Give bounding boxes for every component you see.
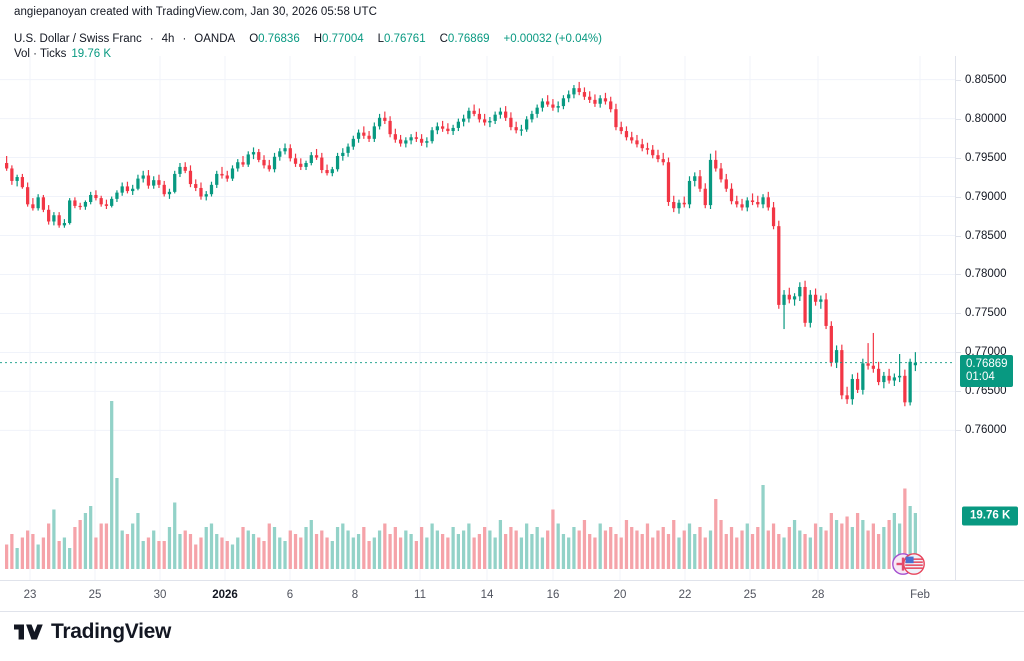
price-axis-tick-mark bbox=[956, 274, 961, 276]
time-axis-tick: 6 bbox=[286, 589, 294, 601]
legend-sep-1: · bbox=[149, 33, 154, 45]
legend-low-value: 0.76761 bbox=[384, 33, 426, 45]
price-axis-tick: 0.79500 bbox=[965, 151, 1007, 164]
time-axis-tick: 25 bbox=[88, 589, 102, 601]
time-axis-tick: 11 bbox=[414, 589, 426, 601]
legend-exchange: OANDA bbox=[194, 33, 236, 45]
legend-low-label: L bbox=[377, 33, 385, 45]
grid-lines bbox=[0, 56, 955, 580]
legend-open-label: O bbox=[249, 33, 259, 45]
legend-open-value: 0.76836 bbox=[258, 33, 300, 45]
price-axis-tick-mark bbox=[956, 118, 961, 120]
price-axis-tick: 0.77500 bbox=[965, 307, 1007, 320]
volume-value-badge[interactable]: 19.76 K bbox=[962, 506, 1019, 526]
currency-flags-badge bbox=[889, 552, 929, 576]
time-axis-tick: 20 bbox=[613, 589, 627, 601]
time-axis-tick: 14 bbox=[480, 589, 494, 601]
current-price-value: 0.76869 bbox=[966, 357, 1008, 370]
tradingview-logo-icon bbox=[14, 624, 43, 640]
chart-legend: U.S. Dollar / Swiss Franc · 4h · OANDA O0.768… bbox=[14, 32, 602, 62]
legend-sep-2: · bbox=[182, 33, 187, 45]
price-axis-tick-mark bbox=[956, 430, 961, 432]
time-axis-tick: 2026 bbox=[212, 589, 238, 601]
price-axis-tick-mark bbox=[956, 313, 961, 315]
legend-volume-row: Vol · Ticks 19.76 K bbox=[14, 47, 602, 62]
legend-high-value: 0.77004 bbox=[322, 33, 364, 45]
time-axis[interactable]: 23 25 30 2026 6 8 11 14 16 20 22 25 28 Feb bbox=[0, 580, 1024, 612]
price-axis-tick-mark bbox=[956, 196, 961, 198]
price-axis-tick: 0.78000 bbox=[965, 268, 1007, 281]
price-axis-tick: 0.80000 bbox=[965, 112, 1007, 125]
price-axis-tick-mark bbox=[956, 157, 961, 159]
time-axis-tick: 8 bbox=[351, 589, 359, 601]
price-axis-tick: 0.80500 bbox=[965, 73, 1007, 86]
candlestick-chart-canvas[interactable] bbox=[0, 56, 955, 580]
time-axis-tick: 23 bbox=[23, 589, 37, 601]
price-axis-tick-mark bbox=[956, 235, 961, 237]
tradingview-footer[interactable]: TradingView bbox=[14, 620, 171, 644]
legend-volume-value: 19.76 K bbox=[71, 48, 112, 60]
time-axis-tick: Feb bbox=[910, 589, 930, 601]
legend-high-label: H bbox=[313, 33, 323, 45]
legend-change-value: +0.00032 (+0.04%) bbox=[503, 33, 602, 45]
time-axis-tick: 22 bbox=[678, 589, 692, 601]
legend-close-value: 0.76869 bbox=[447, 33, 490, 45]
flags-icon bbox=[892, 553, 925, 575]
legend-close-label: C bbox=[439, 33, 448, 45]
legend-primary-row: U.S. Dollar / Swiss Franc · 4h · OANDA O0.768… bbox=[14, 32, 602, 47]
legend-symbol[interactable]: U.S. Dollar / Swiss Franc bbox=[14, 33, 142, 45]
price-axis-tick-mark bbox=[956, 79, 961, 81]
price-axis-tick: 0.79000 bbox=[965, 190, 1007, 203]
candles bbox=[4, 81, 918, 407]
tradingview-brand-text: TradingView bbox=[51, 620, 172, 643]
price-axis-tick: 0.78500 bbox=[965, 229, 1007, 242]
price-axis-tick: 0.76500 bbox=[965, 385, 1007, 398]
time-axis-tick: 16 bbox=[546, 589, 560, 601]
chart-plot-area[interactable] bbox=[0, 56, 955, 580]
volume-bars bbox=[4, 401, 918, 569]
time-axis-tick: 25 bbox=[743, 589, 757, 601]
price-axis-tick: 0.76000 bbox=[965, 424, 1007, 437]
attribution-text: angiepanoyan created with TradingView.co… bbox=[14, 6, 377, 18]
price-axis[interactable]: 0.80500 0.80000 0.79500 0.79000 0.78500 0.780… bbox=[955, 56, 1024, 580]
time-axis-tick: 28 bbox=[811, 589, 825, 601]
legend-volume-label[interactable]: Vol · Ticks bbox=[14, 48, 67, 60]
time-axis-tick: 30 bbox=[153, 589, 167, 601]
price-axis-tick-mark bbox=[956, 391, 961, 393]
bar-countdown: 01:04 bbox=[966, 370, 995, 383]
current-price-badge[interactable]: 0.76869 01:04 bbox=[960, 354, 1013, 387]
legend-interval[interactable]: 4h bbox=[161, 33, 175, 45]
price-axis-tick-mark bbox=[956, 352, 961, 354]
